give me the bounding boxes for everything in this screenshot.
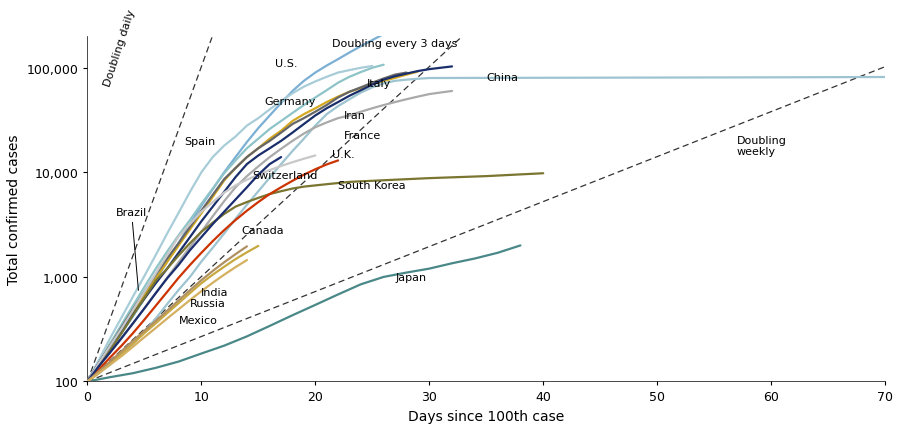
Text: South Korea: South Korea [338,181,406,191]
Text: U.K.: U.K. [332,150,355,160]
Text: Japan: Japan [395,272,427,282]
Text: Mexico: Mexico [178,315,218,325]
Text: Italy: Italy [366,79,391,89]
Y-axis label: Total confirmed cases: Total confirmed cases [7,134,21,285]
Text: Switzerland: Switzerland [253,170,318,180]
Text: Doubling daily: Doubling daily [103,9,138,88]
Text: Russia: Russia [190,298,226,308]
Text: Germany: Germany [264,97,315,107]
Text: China: China [486,73,518,83]
Text: India: India [202,287,229,297]
Text: Canada: Canada [241,226,284,236]
Text: Doubling every 3 days: Doubling every 3 days [332,39,458,49]
Text: Spain: Spain [184,137,215,147]
X-axis label: Days since 100th case: Days since 100th case [408,409,564,423]
Text: France: France [344,130,381,140]
Text: U.S.: U.S. [275,59,298,69]
Text: Doubling
weekly: Doubling weekly [737,135,787,157]
Text: Brazil: Brazil [116,207,147,291]
Text: Iran: Iran [344,111,365,121]
